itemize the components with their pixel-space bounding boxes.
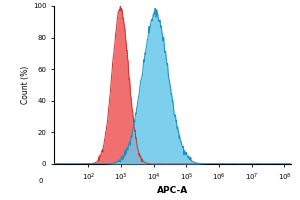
Y-axis label: Count (%): Count (%) [21, 66, 30, 104]
Text: 0: 0 [39, 178, 43, 184]
X-axis label: APC-A: APC-A [157, 186, 188, 195]
